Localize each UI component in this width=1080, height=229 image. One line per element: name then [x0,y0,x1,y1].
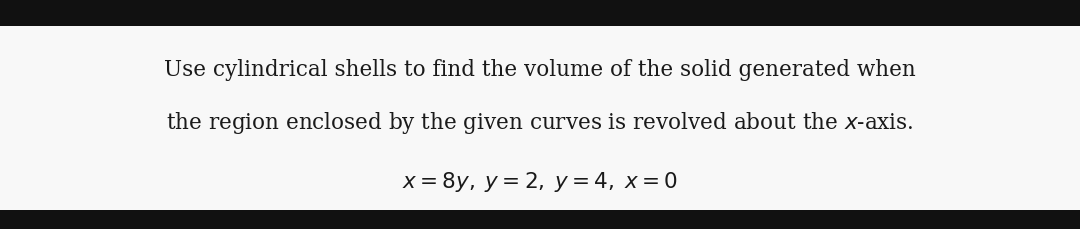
Text: $x = 8y, \; y = 2, \; y = 4, \; x = 0$: $x = 8y, \; y = 2, \; y = 4, \; x = 0$ [402,170,678,194]
Text: the region enclosed by the given curves is revolved about the $x$-axis.: the region enclosed by the given curves … [166,110,914,136]
Text: Use cylindrical shells to find the volume of the solid generated when: Use cylindrical shells to find the volum… [164,59,916,81]
